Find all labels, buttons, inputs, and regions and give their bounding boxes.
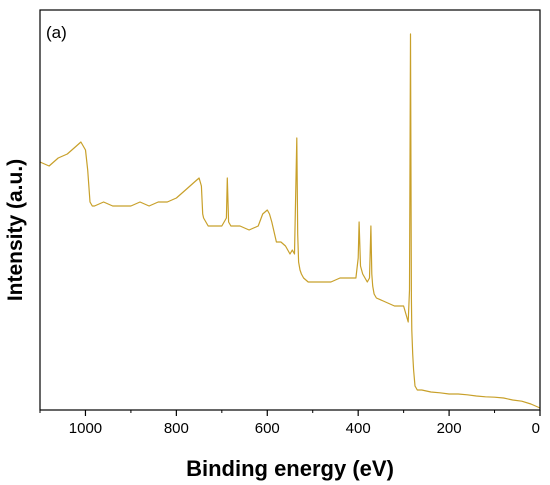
x-axis-ticks: 1000 800 600 400 200 0 (39, 410, 541, 437)
x-tick-label-200: 200 (437, 420, 462, 437)
x-tick-label-1000: 1000 (69, 420, 102, 437)
spectrum-line-group (39, 33, 541, 409)
spectrum-line-0 (39, 33, 541, 409)
x-axis-title: Binding energy (eV) (186, 456, 394, 481)
x-tick-label-600: 600 (255, 420, 280, 437)
plot-area (40, 10, 540, 410)
y-axis-title: Intensity (a.u.) (4, 159, 27, 301)
x-tick-label-0: 0 (532, 420, 540, 437)
plot-frame (39, 9, 541, 411)
panel-label: (a) (46, 23, 67, 42)
x-tick-label-800: 800 (164, 420, 189, 437)
x-tick-label-400: 400 (346, 420, 371, 437)
